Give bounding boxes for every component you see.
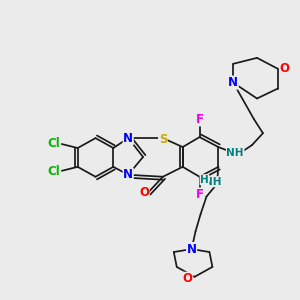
Text: NH: NH — [204, 177, 221, 187]
Text: N: N — [123, 168, 133, 181]
Text: O: O — [280, 62, 290, 75]
Text: Cl: Cl — [47, 136, 60, 150]
Text: N: N — [187, 243, 196, 256]
Text: O: O — [183, 272, 193, 285]
Text: S: S — [159, 133, 167, 146]
Text: F: F — [196, 113, 203, 126]
Text: H: H — [200, 175, 209, 185]
Text: F: F — [196, 188, 203, 201]
Text: O: O — [139, 186, 149, 199]
Text: N: N — [123, 132, 133, 145]
Text: N: N — [228, 76, 238, 89]
Text: NH: NH — [226, 148, 244, 158]
Text: Cl: Cl — [47, 165, 60, 178]
